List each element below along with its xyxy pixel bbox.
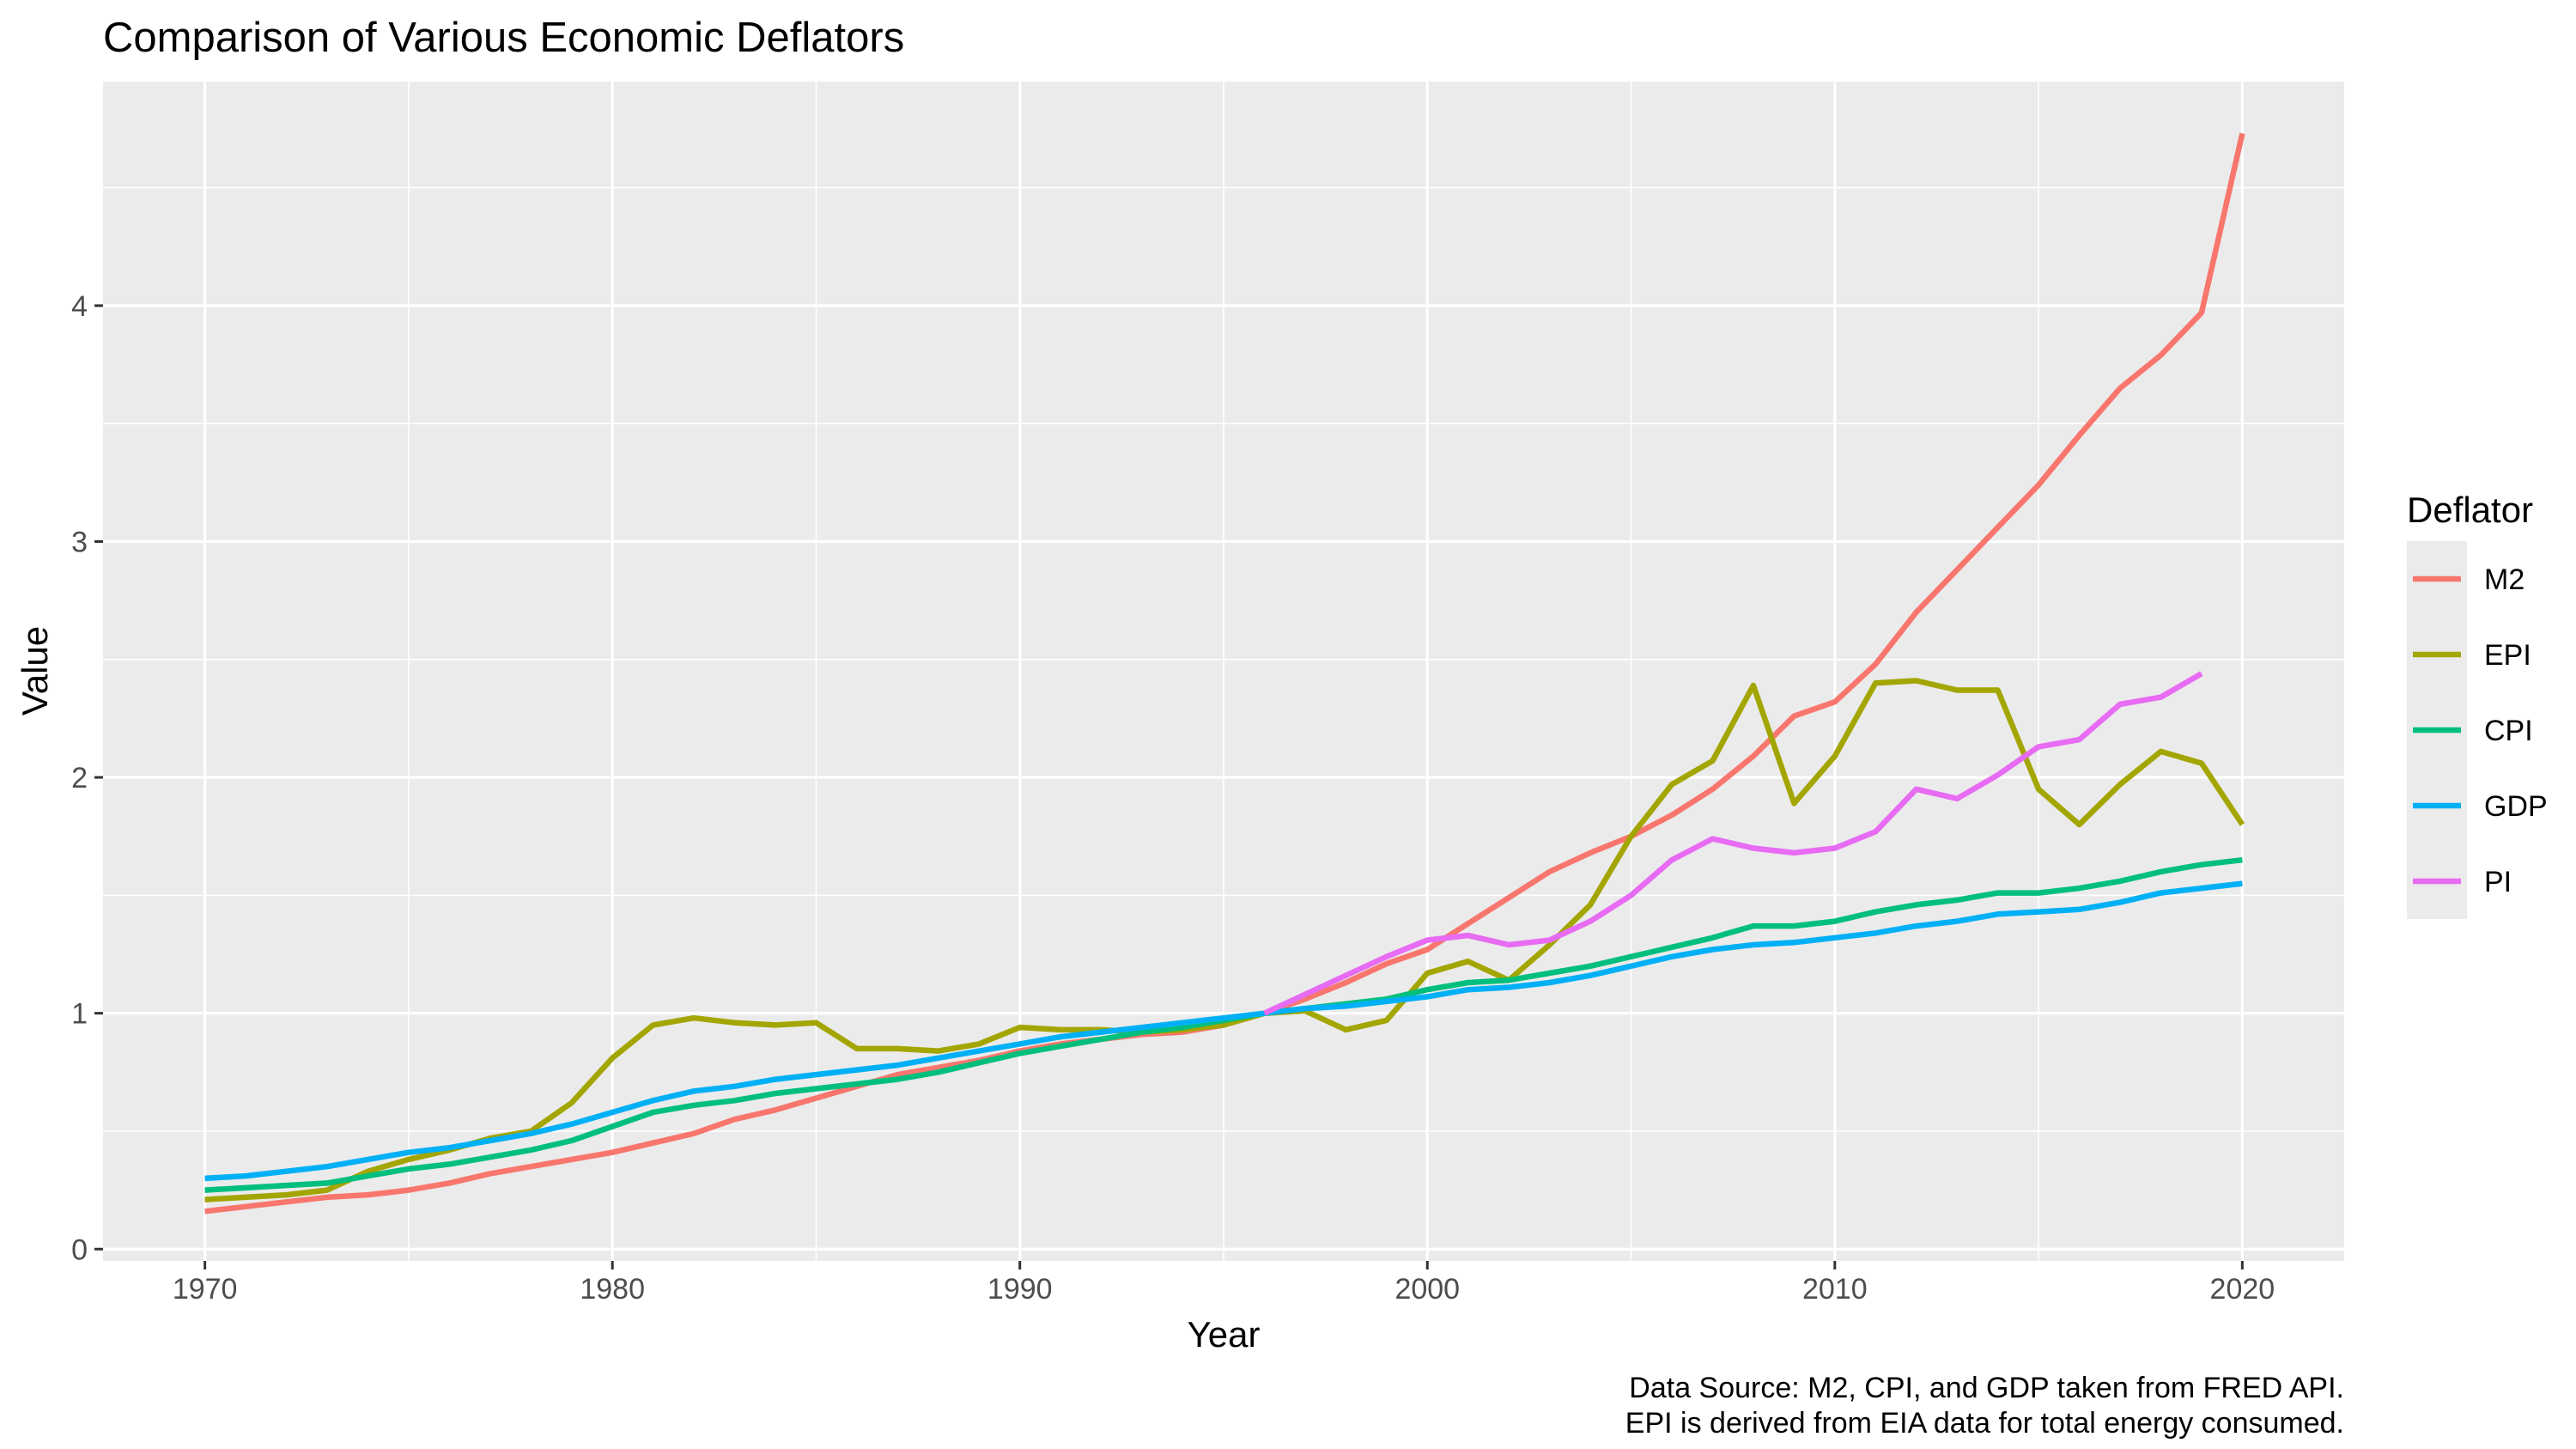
x-axis-title: Year [1188, 1314, 1261, 1355]
legend-items: M2 EPI CPI GDP PI [2407, 541, 2548, 919]
x-tick-label: 2010 [1802, 1273, 1868, 1306]
legend-label-epi: EPI [2484, 639, 2531, 672]
series-line-pi [1263, 671, 2203, 1016]
caption-line-1: Data Source: M2, CPI, and GDP taken from… [1629, 1372, 2344, 1404]
x-tick-label: 2020 [2210, 1273, 2275, 1306]
y-tick-label: 0 [71, 1233, 88, 1266]
series-layer [204, 132, 2245, 1215]
y-tick-label: 2 [71, 762, 88, 795]
chart-title: Comparison of Various Economic Deflators [103, 15, 904, 61]
series-line-gdp [204, 880, 2243, 1182]
major-grid [103, 82, 2344, 1261]
axis-ticks [94, 304, 2244, 1269]
x-tick-label: 1970 [173, 1273, 238, 1306]
x-tick-label: 2000 [1394, 1273, 1460, 1306]
legend-label-pi: PI [2484, 866, 2512, 898]
caption-line-2: EPI is derived from EIA data for total e… [1625, 1407, 2344, 1440]
y-tick-labels: 0 1 2 3 4 [71, 290, 88, 1266]
y-tick-label: 4 [71, 290, 88, 323]
y-tick-label: 3 [71, 526, 88, 558]
y-tick-label: 1 [71, 998, 88, 1031]
x-tick-label: 1990 [987, 1273, 1053, 1306]
y-axis-title: Value [15, 626, 55, 715]
x-tick-labels: 1970 1980 1990 2000 2010 2020 [173, 1273, 2275, 1306]
legend: Deflator M2 EPI CPI GDP PI [2407, 490, 2548, 919]
legend-label-gdp: GDP [2484, 790, 2548, 823]
series-line-epi [204, 678, 2245, 1202]
legend-label-cpi: CPI [2484, 715, 2533, 747]
legend-title: Deflator [2407, 490, 2533, 530]
x-tick-label: 1980 [580, 1273, 645, 1306]
legend-label-m2: M2 [2484, 563, 2524, 596]
